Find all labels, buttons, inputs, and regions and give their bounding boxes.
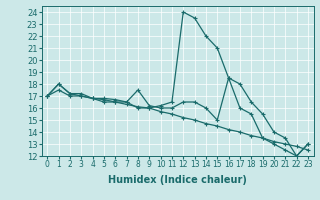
X-axis label: Humidex (Indice chaleur): Humidex (Indice chaleur) bbox=[108, 175, 247, 185]
